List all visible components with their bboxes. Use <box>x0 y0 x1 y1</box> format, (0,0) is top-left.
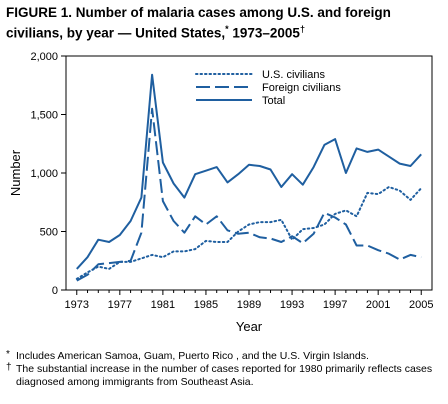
y-tick-label: 1,500 <box>30 110 58 122</box>
x-tick-label: 1981 <box>151 299 175 311</box>
x-tick-label: 1973 <box>65 299 89 311</box>
title-years: 1973–2005 <box>228 25 300 41</box>
y-tick-label: 1,000 <box>30 168 58 180</box>
x-tick-label: 2001 <box>366 299 390 311</box>
y-tick-label: 2,000 <box>30 51 58 63</box>
series-line-total <box>76 73 422 270</box>
x-tick-label: 1989 <box>237 299 261 311</box>
footnote-1980-increase: † The substantial increase in the number … <box>6 362 444 389</box>
x-tick-label: 1985 <box>194 299 218 311</box>
x-tick-label: 1993 <box>280 299 304 311</box>
figure-title: FIGURE 1. Number of malaria cases among … <box>6 4 442 42</box>
y-tick-label: 500 <box>40 227 58 239</box>
legend-label: U.S. civilians <box>262 69 325 81</box>
plot-frame <box>65 55 433 291</box>
footnotes: * Includes American Samoa, Guam, Puerto R… <box>6 349 444 389</box>
x-tick-label: 2005 <box>409 299 433 311</box>
title-dagger-mark: † <box>299 24 305 34</box>
footnote-mark: * <box>6 349 10 360</box>
footnote-text: Includes American Samoa, Guam, Puerto Ri… <box>16 350 369 362</box>
x-axis-title: Year <box>236 319 263 334</box>
title-main: FIGURE 1. Number of malaria cases among … <box>6 5 391 41</box>
malaria-line-chart: 0 500 1,000 1,500 2,000 1973 1977 1981 1985 1989 1… <box>8 51 433 334</box>
footnote-text: The substantial increase in the number o… <box>16 363 433 388</box>
footnote-mark: † <box>6 362 12 373</box>
y-tick-label: 0 <box>52 285 58 297</box>
legend-label: Foreign civilians <box>262 82 341 94</box>
footnote-territories: * Includes American Samoa, Guam, Puerto R… <box>6 349 444 363</box>
x-tick-label: 1977 <box>108 299 132 311</box>
x-tick-label: 1997 <box>323 299 347 311</box>
legend-label: Total <box>262 95 285 107</box>
series-line-u-s-civilians <box>75 186 423 280</box>
title-footnote-mark: * <box>225 24 229 34</box>
series-line-foreign-civilians <box>76 107 422 282</box>
y-axis-title: Number <box>8 149 23 196</box>
